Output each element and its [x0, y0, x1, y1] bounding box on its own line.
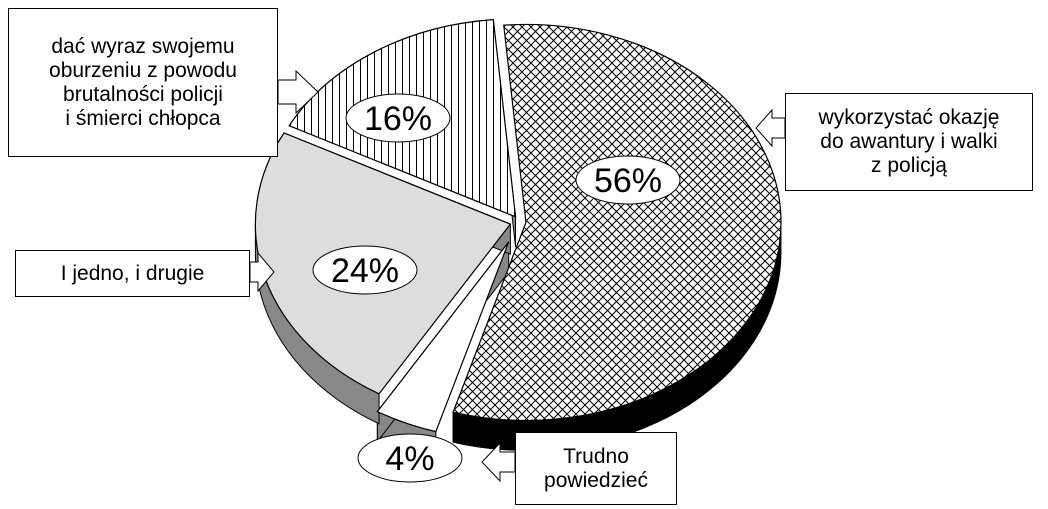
- arrow: [277, 69, 319, 115]
- value-label: 4%: [385, 440, 434, 478]
- arrow: [481, 441, 516, 483]
- value-label-bg: [575, 155, 681, 205]
- value-label-bg: [312, 245, 418, 295]
- callout-label: dać wyraz swojemu oburzeniu z powodu bru…: [8, 8, 278, 157]
- value-label: 56%: [594, 162, 662, 200]
- value-label-bg: [357, 433, 463, 483]
- callout-label: wykorzystać okazję do awantury i walki z…: [785, 93, 1033, 191]
- arrow: [249, 251, 275, 293]
- arrow: [755, 108, 786, 148]
- pie-slice: [376, 241, 510, 433]
- pie-slice: [452, 23, 782, 422]
- value-label: 16%: [364, 100, 432, 138]
- callout-label: I jedno, i drugie: [15, 250, 250, 297]
- callout-arrows: [249, 69, 786, 483]
- value-label: 24%: [331, 252, 399, 290]
- callout-label: Trudno powiedzieć: [515, 432, 677, 505]
- value-label-bg: [345, 93, 451, 143]
